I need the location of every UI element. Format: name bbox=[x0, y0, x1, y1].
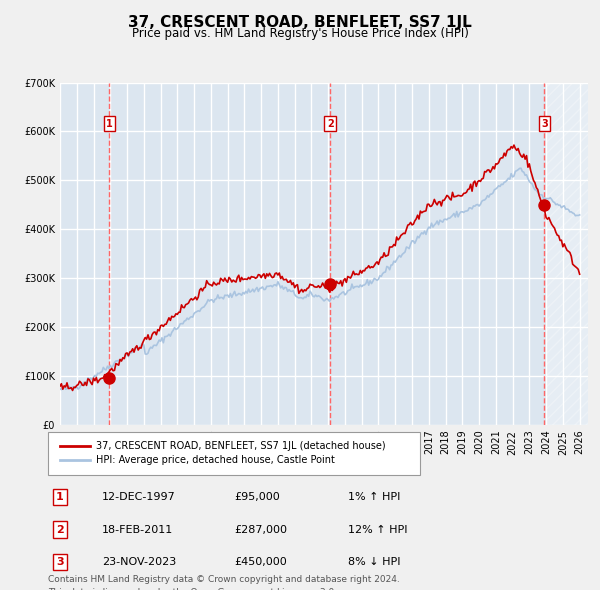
Bar bbox=[546, 83, 588, 425]
Text: 23-NOV-2023: 23-NOV-2023 bbox=[102, 557, 176, 567]
Text: 37, CRESCENT ROAD, BENFLEET, SS7 1JL: 37, CRESCENT ROAD, BENFLEET, SS7 1JL bbox=[128, 15, 472, 30]
Text: 2: 2 bbox=[327, 119, 334, 129]
Text: 1% ↑ HPI: 1% ↑ HPI bbox=[348, 492, 400, 502]
Text: HPI: Average price, detached house, Castle Point: HPI: Average price, detached house, Cast… bbox=[96, 455, 335, 466]
Text: £287,000: £287,000 bbox=[234, 525, 287, 535]
Text: Contains HM Land Registry data © Crown copyright and database right 2024.: Contains HM Land Registry data © Crown c… bbox=[48, 575, 400, 584]
Text: 1: 1 bbox=[106, 119, 113, 129]
Text: 3: 3 bbox=[541, 119, 548, 129]
Text: 1: 1 bbox=[56, 492, 64, 502]
Text: 2: 2 bbox=[56, 525, 64, 535]
Text: Price paid vs. HM Land Registry's House Price Index (HPI): Price paid vs. HM Land Registry's House … bbox=[131, 27, 469, 40]
Text: 12% ↑ HPI: 12% ↑ HPI bbox=[348, 525, 407, 535]
Text: £95,000: £95,000 bbox=[234, 492, 280, 502]
Text: 8% ↓ HPI: 8% ↓ HPI bbox=[348, 557, 401, 567]
Text: 3: 3 bbox=[56, 557, 64, 567]
Text: 18-FEB-2011: 18-FEB-2011 bbox=[102, 525, 173, 535]
Text: 12-DEC-1997: 12-DEC-1997 bbox=[102, 492, 176, 502]
Text: This data is licensed under the Open Government Licence v3.0.: This data is licensed under the Open Gov… bbox=[48, 588, 337, 590]
Text: £450,000: £450,000 bbox=[234, 557, 287, 567]
Text: 37, CRESCENT ROAD, BENFLEET, SS7 1JL (detached house): 37, CRESCENT ROAD, BENFLEET, SS7 1JL (de… bbox=[96, 441, 386, 451]
